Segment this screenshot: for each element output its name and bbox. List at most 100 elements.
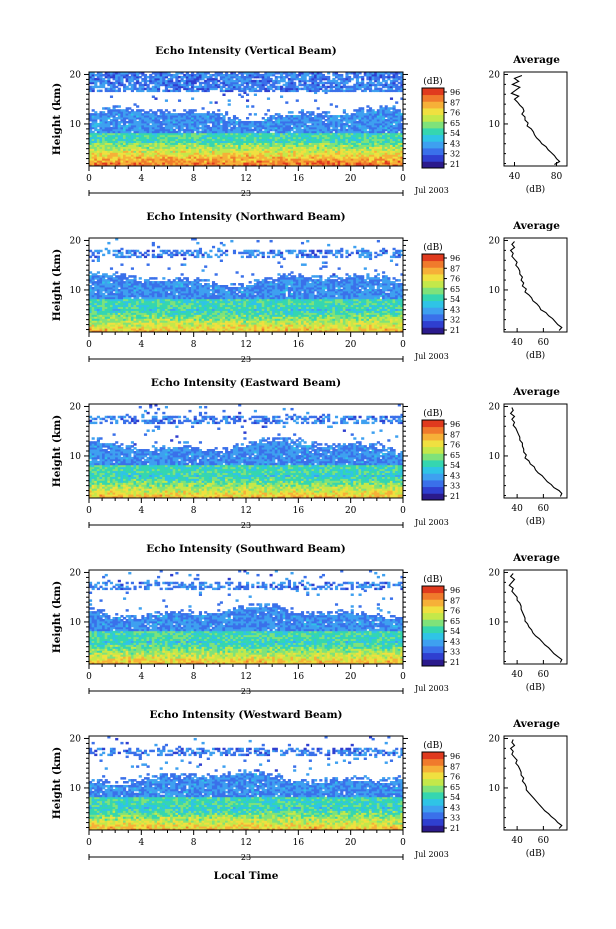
- heatmap-cell: [196, 79, 200, 83]
- heatmap-cell: [109, 120, 114, 124]
- heatmap-cell: [167, 136, 171, 140]
- heatmap-cell: [188, 77, 192, 81]
- heatmap-cell: [248, 146, 252, 149]
- heatmap-cell: [162, 117, 166, 120]
- heatmap-cell: [143, 164, 148, 167]
- heatmap-cell: [115, 158, 119, 161]
- heatmap-cell: [295, 134, 299, 138]
- heatmap-cell: [358, 162, 362, 165]
- heatmap-cell: [99, 288, 103, 292]
- heatmap-cell: [157, 83, 161, 87]
- heatmap-cell: [266, 162, 271, 165]
- heatmap-cell: [96, 142, 100, 145]
- heatmap-cell: [246, 142, 250, 145]
- heatmap-cell: [353, 128, 357, 132]
- heatmap-cell: [104, 285, 108, 288]
- heatmap-cell: [314, 158, 318, 161]
- heatmap-cell: [303, 164, 307, 167]
- heatmap-cell: [287, 136, 291, 140]
- heatmap-cell: [371, 115, 375, 118]
- heatmap-cell: [287, 79, 291, 83]
- heatmap-cell: [285, 142, 289, 145]
- heatmap-cell: [287, 162, 291, 165]
- heatmap-cell: [96, 79, 100, 83]
- heatmap-cell: [219, 73, 223, 77]
- heatmap-cell: [400, 126, 404, 130]
- heatmap-cell: [162, 75, 166, 79]
- heatmap-cell: [319, 75, 323, 79]
- heatmap-cell: [130, 89, 134, 93]
- heatmap-cell: [154, 124, 158, 128]
- heatmap-cell: [130, 304, 134, 308]
- heatmap-cell: [238, 160, 242, 163]
- heatmap-cell: [397, 152, 401, 155]
- heatmap-cell: [280, 73, 284, 77]
- heatmap-cell: [99, 138, 103, 142]
- heatmap-cell: [117, 322, 121, 325]
- heatmap-cell: [112, 113, 116, 116]
- heatmap-cell: [227, 73, 231, 77]
- heatmap-cell: [379, 162, 383, 165]
- heatmap-cell: [400, 162, 404, 165]
- heatmap-cell: [104, 124, 108, 128]
- heatmap-cell: [280, 134, 284, 138]
- heatmap-cell: [115, 156, 119, 159]
- heatmap-cell: [209, 83, 213, 87]
- heatmap-cell: [230, 150, 234, 153]
- heatmap-cell: [167, 164, 171, 167]
- heatmap-cell: [107, 320, 111, 323]
- heatmap-cell: [107, 292, 111, 296]
- heatmap-cell: [400, 160, 404, 163]
- heatmap-cell: [384, 126, 388, 130]
- heatmap-cell: [99, 314, 103, 317]
- heatmap-cell: [358, 152, 362, 155]
- heatmap-cell: [185, 124, 189, 128]
- heatmap-cell: [329, 122, 333, 126]
- heatmap-cell: [382, 117, 386, 120]
- heatmap-cell: [102, 128, 106, 132]
- heatmap-cell: [355, 150, 360, 153]
- heatmap-cell: [94, 122, 98, 126]
- heatmap-cell: [136, 306, 140, 309]
- heatmap-cell: [96, 279, 100, 282]
- heatmap-cell: [395, 75, 399, 79]
- heatmap-cell: [149, 130, 153, 134]
- heatmap-cell: [128, 330, 132, 333]
- heatmap-cell: [177, 134, 182, 138]
- heatmap-cell: [89, 318, 93, 321]
- heatmap-cell: [345, 117, 349, 120]
- heatmap-cell: [201, 117, 205, 120]
- heatmap-cell: [345, 152, 349, 155]
- heatmap-cell: [188, 115, 192, 118]
- heatmap-cell: [368, 138, 373, 142]
- heatmap-cell: [332, 81, 336, 85]
- heatmap-cell: [274, 148, 278, 151]
- heatmap-cell: [379, 119, 383, 122]
- heatmap-cell: [368, 81, 373, 85]
- heatmap-cell: [311, 120, 315, 124]
- heatmap-cell: [198, 113, 203, 116]
- heatmap-cell: [191, 97, 195, 100]
- heatmap-cell: [277, 75, 281, 79]
- heatmap-cell: [368, 77, 373, 81]
- heatmap-cell: [133, 302, 137, 306]
- heatmap-cell: [141, 296, 145, 300]
- heatmap-cell: [340, 124, 344, 128]
- heatmap-cell: [337, 119, 341, 122]
- heatmap-cell: [112, 316, 116, 319]
- heatmap-cell: [314, 130, 318, 134]
- heatmap-cell: [324, 148, 328, 151]
- heatmap-cell: [340, 81, 344, 85]
- heatmap-cell: [251, 130, 255, 134]
- heatmap-cell: [191, 87, 195, 91]
- heatmap-cell: [123, 156, 127, 159]
- heatmap-cell: [130, 73, 134, 77]
- heatmap-cell: [285, 134, 289, 138]
- heatmap-cell: [274, 81, 278, 85]
- heatmap-cell: [230, 73, 234, 77]
- heatmap-cell: [157, 122, 161, 126]
- heatmap-cell: [340, 77, 344, 81]
- heatmap-cell: [89, 314, 93, 317]
- heatmap-cell: [193, 117, 197, 120]
- heatmap-cell: [89, 164, 93, 167]
